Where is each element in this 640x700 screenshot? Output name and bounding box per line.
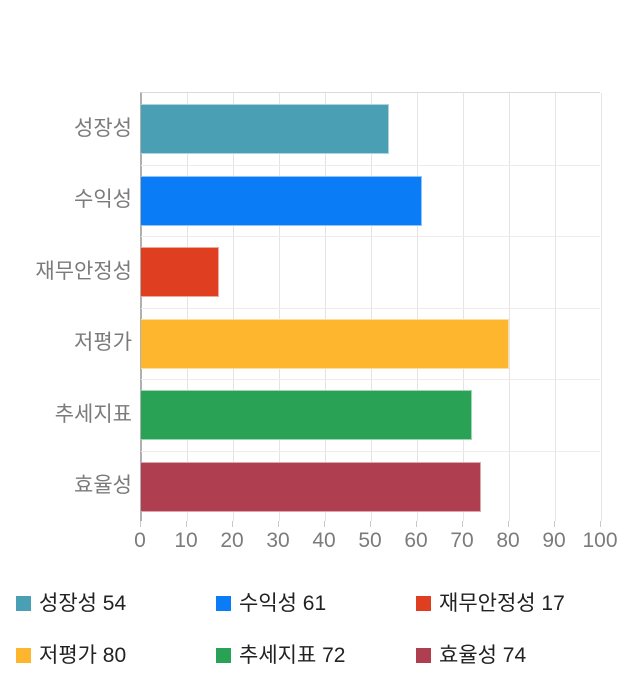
- legend-swatch-icon: [416, 648, 431, 663]
- axis-tick-mark: [416, 521, 417, 527]
- gridline-vertical: [233, 93, 234, 521]
- plot-area: [140, 92, 602, 523]
- gridline-vertical: [601, 93, 602, 521]
- bar-band: [141, 236, 600, 308]
- gridline-horizontal: [141, 236, 600, 237]
- gridline-vertical: [509, 93, 510, 521]
- category-label: 재무안정성: [35, 259, 132, 283]
- gridline-vertical: [141, 93, 142, 521]
- gridline-vertical: [417, 93, 418, 521]
- axis-tick-mark: [324, 521, 325, 527]
- legend-swatch-icon: [416, 596, 431, 611]
- axis-tick-mark: [462, 521, 463, 527]
- gridline-vertical: [463, 93, 464, 521]
- category-label: 저평가: [74, 331, 132, 355]
- gridline-horizontal: [141, 379, 600, 380]
- axis-tick-label: 50: [358, 529, 382, 552]
- axis-tick-mark: [508, 521, 509, 527]
- axis-tick-label: 80: [496, 529, 520, 552]
- legend-item[interactable]: 수익성 61: [216, 593, 326, 614]
- axis-tick-mark: [140, 521, 141, 527]
- axis-tick-mark: [600, 521, 601, 527]
- bar[interactable]: [141, 390, 473, 440]
- bar-band: [141, 379, 600, 451]
- axis-tick-mark: [554, 521, 555, 527]
- gridline-vertical: [555, 93, 556, 521]
- category-label: 추세지표: [54, 402, 132, 426]
- legend-swatch-icon: [216, 648, 231, 663]
- category-label: 성장성: [74, 116, 132, 140]
- bar[interactable]: [141, 461, 482, 512]
- axis-tick-label: 30: [266, 529, 290, 552]
- legend-label: 성장성 54: [39, 592, 127, 615]
- legend-label: 추세지표 72: [239, 644, 346, 667]
- gridline-vertical: [187, 93, 188, 521]
- axis-tick-label: 100: [582, 529, 618, 552]
- legend-label: 효율성 74: [439, 644, 527, 667]
- legend-swatch-icon: [216, 596, 231, 611]
- legend-item[interactable]: 성장성 54: [16, 593, 126, 614]
- legend-label: 재무안정성 17: [439, 592, 565, 615]
- legend-item[interactable]: 재무안정성 17: [416, 593, 565, 614]
- category-label: 효율성: [74, 474, 132, 498]
- bar-band: [141, 165, 600, 237]
- gridline-vertical: [325, 93, 326, 521]
- gridline-horizontal: [141, 450, 600, 452]
- gridline-vertical: [371, 93, 372, 521]
- gridline-horizontal: [141, 307, 600, 309]
- category-label: 수익성: [74, 188, 132, 212]
- value-axis: 0 10 20 30 40 50 60 70 80 90 100: [134, 521, 618, 555]
- legend-item[interactable]: 추세지표 72: [216, 645, 345, 666]
- chart-legend: 성장성 54 수익성 61 재무안정성 17 저평가 80 추세지표 72 효율성 74: [0, 575, 640, 700]
- legend-swatch-icon: [16, 648, 31, 663]
- bar[interactable]: [141, 104, 390, 154]
- axis-tick-label: 70: [450, 529, 474, 552]
- legend-item[interactable]: 저평가 80: [16, 645, 126, 666]
- axis-tick-label: 90: [542, 529, 566, 552]
- axis-tick-label: 10: [174, 529, 198, 552]
- bar-band: [141, 451, 600, 523]
- axis-tick-mark: [370, 521, 371, 527]
- legend-label: 수익성 61: [239, 592, 327, 615]
- axis-tick-label: 20: [220, 529, 244, 552]
- axis-tick-label: 60: [404, 529, 428, 552]
- bar[interactable]: [141, 247, 220, 297]
- legend-swatch-icon: [16, 596, 31, 611]
- axis-tick-mark: [232, 521, 233, 527]
- bar[interactable]: [141, 318, 509, 369]
- bar-band: [141, 93, 600, 165]
- legend-label: 저평가 80: [39, 644, 127, 667]
- axis-tick-label: 0: [134, 529, 146, 552]
- axis-tick-label: 40: [312, 529, 336, 552]
- legend-item[interactable]: 효율성 74: [416, 645, 526, 666]
- bar[interactable]: [141, 175, 422, 226]
- gridline-vertical: [279, 93, 280, 521]
- bar-band: [141, 308, 600, 380]
- axis-tick-mark: [186, 521, 187, 527]
- axis-tick-mark: [278, 521, 279, 527]
- gridline-horizontal: [141, 164, 600, 166]
